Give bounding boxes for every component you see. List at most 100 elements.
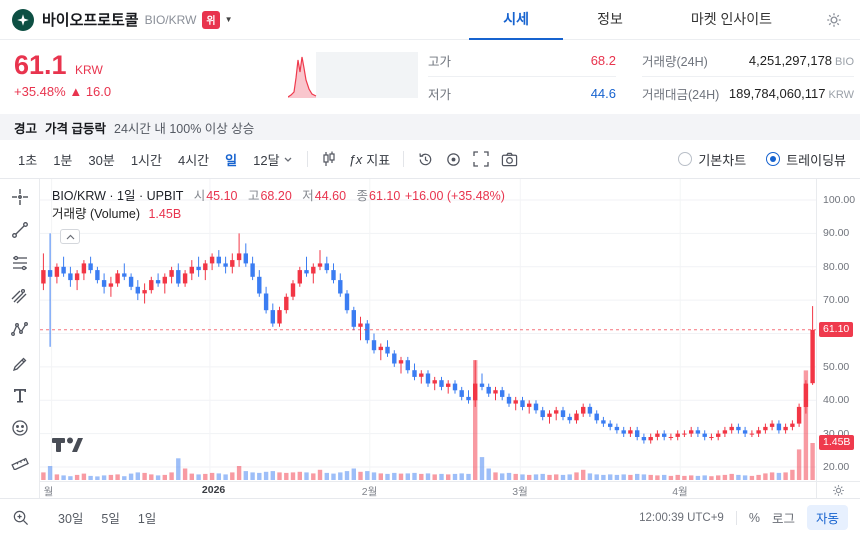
- main-tabs: 시세 정보 마켓 인사이트: [469, 0, 806, 40]
- current-volume-tag: 1.45B: [819, 435, 855, 450]
- interval-30m[interactable]: 30분: [88, 152, 115, 168]
- radio-basic-chart[interactable]: 기본차트: [678, 150, 746, 169]
- price-change: +35.48% ▲ 16.0: [14, 84, 112, 99]
- coin-title: 바이오프로토콜: [42, 12, 139, 29]
- tab-info[interactable]: 정보: [597, 10, 623, 27]
- interval-1h[interactable]: 1시간: [130, 152, 162, 168]
- trendline-icon[interactable]: [9, 220, 31, 240]
- radio-on-icon: [766, 152, 781, 166]
- x-axis-label: 4월: [672, 486, 688, 498]
- tab-price[interactable]: 시세: [469, 0, 564, 40]
- text-tool-icon[interactable]: [9, 385, 31, 405]
- indicator-button[interactable]: ƒx 지표: [348, 151, 391, 168]
- auto-scale-button[interactable]: 자동: [806, 505, 848, 530]
- price-axis[interactable]: 61.10 1.45B 100.0090.0080.0070.0060.0050…: [816, 179, 860, 481]
- y-axis-label: 40.00: [823, 394, 850, 407]
- amount-value: 189,784,060,117 KRW: [728, 85, 854, 101]
- coin-pair: BIO/KRW: [144, 12, 197, 27]
- crosshair-icon[interactable]: [9, 187, 31, 207]
- volume-legend: 거래량 (Volume) 1.45B: [52, 207, 182, 221]
- radio-tradingview[interactable]: 트레이딩뷰: [766, 150, 846, 169]
- percent-scale-button[interactable]: %: [748, 510, 760, 525]
- divider: [735, 510, 737, 525]
- pitchfork-icon[interactable]: [9, 286, 31, 306]
- legend-high: 68.20: [260, 189, 292, 203]
- emoji-icon[interactable]: [9, 418, 31, 438]
- warning-bar[interactable]: 경고 가격 급등락 24시간 내 100% 이상 상승: [0, 114, 860, 140]
- coin-logo-icon: [12, 8, 34, 31]
- measure-icon[interactable]: [9, 451, 31, 471]
- candle-style-icon[interactable]: [315, 146, 343, 172]
- legend-close: 61.10: [369, 189, 401, 203]
- interval-1d[interactable]: 일: [225, 152, 238, 168]
- brush-icon[interactable]: [9, 352, 31, 372]
- stat-high: 고가 68.2: [428, 45, 616, 77]
- market-stats: 고가 68.2 저가 44.6 거래량(24H) 4,251,297,178 BI…: [428, 45, 854, 109]
- drawing-toolbar: [0, 179, 40, 498]
- legend-low: 44.60: [314, 189, 347, 203]
- y-axis-label: 80.00: [823, 260, 850, 273]
- stat-low: 저가 44.6: [428, 85, 616, 102]
- time-reset-icon[interactable]: [411, 146, 439, 172]
- x-axis-label: 2월: [361, 486, 378, 498]
- x-axis-label: 3월: [512, 486, 528, 498]
- high-value: 68.2: [590, 53, 616, 68]
- price-currency: KRW: [75, 63, 103, 77]
- chart-legend: BIO/KRW · 1일 · UPBIT 시45.10 고68.20 저44.6…: [52, 189, 505, 203]
- low-value: 44.6: [590, 85, 616, 101]
- interval-4h[interactable]: 4시간: [177, 152, 210, 168]
- chart-area: BIO/KRW · 1일 · UPBIT 시45.10 고68.20 저44.6…: [0, 178, 860, 535]
- y-axis-label: 20.00: [823, 461, 850, 473]
- tradingview-logo-icon[interactable]: [52, 435, 84, 455]
- y-axis-label: 90.00: [823, 227, 850, 240]
- chart-footer: 30일 5일 1일 12:00:39 UTC+9 % 로그 자동: [0, 498, 860, 535]
- current-price-tag: 61.10: [819, 322, 854, 337]
- range-30d-button[interactable]: 30일: [58, 512, 84, 526]
- legend-change: +16.00 (+35.48%): [404, 189, 505, 203]
- clock[interactable]: 12:00:39 UTC+9: [639, 511, 724, 524]
- price-summary: 61.1 KRW +35.48% ▲ 16.0 고가 68.2 저가 44.6: [0, 40, 860, 114]
- interval-1s[interactable]: 1초: [18, 152, 38, 168]
- current-price: 61.1: [14, 50, 67, 80]
- warning-title: 가격 급등락: [45, 121, 106, 136]
- chart-toolbar: 1초 1분 30분 1시간 4시간 일 12달 ƒx 지표: [0, 140, 860, 178]
- y-axis-label: 100.00: [823, 194, 856, 206]
- range-5d-button[interactable]: 5일: [101, 512, 120, 526]
- volume-legend-value: 1.45B: [148, 207, 182, 221]
- collapse-pane-button[interactable]: [60, 229, 80, 244]
- candlestick-chart[interactable]: BIO/KRW · 1일 · UPBIT 시45.10 고68.20 저44.6…: [40, 179, 816, 481]
- interval-1m[interactable]: 1분: [53, 152, 73, 168]
- interval-12mo[interactable]: 12달: [245, 146, 299, 173]
- x-axis-label: 2026: [201, 484, 226, 496]
- tab-market-insight[interactable]: 마켓 인사이트: [690, 10, 772, 27]
- fullscreen-icon[interactable]: [467, 146, 495, 172]
- pattern-icon[interactable]: [9, 319, 31, 339]
- y-axis-label: 50.00: [823, 360, 850, 373]
- caution-badge: 위: [202, 10, 220, 29]
- warning-badge: 경고: [14, 121, 38, 136]
- log-scale-button[interactable]: 로그: [771, 512, 795, 526]
- divider: [403, 151, 405, 167]
- chart-canvas[interactable]: [40, 179, 816, 481]
- fx-icon: ƒx: [348, 151, 363, 167]
- camera-icon[interactable]: [495, 146, 523, 172]
- app-header: 바이오프로토콜 BIO/KRW 위 ▼ 시세 정보 마켓 인사이트: [0, 0, 860, 40]
- legend-symbol: BIO/KRW · 1일 · UPBIT: [52, 189, 184, 203]
- stat-volume: 거래량(24H) 4,251,297,178 BIO: [642, 45, 854, 77]
- fib-retracement-icon[interactable]: [9, 253, 31, 273]
- stat-amount: 거래대금(24H) 189,784,060,117 KRW: [642, 85, 854, 102]
- volume-value: 4,251,297,178 BIO: [748, 53, 854, 68]
- chevron-down-icon[interactable]: ▼: [224, 15, 233, 24]
- axis-gear-icon: [833, 484, 844, 496]
- settings-gear-icon[interactable]: [820, 7, 848, 33]
- y-axis-label: 70.00: [823, 294, 850, 307]
- time-axis[interactable]: 월 2026 2월 3월 4월: [40, 481, 816, 498]
- price-sparkline: [288, 52, 418, 98]
- axis-settings[interactable]: [816, 481, 860, 498]
- target-icon[interactable]: [439, 146, 467, 172]
- chart-type-radios: 기본차트 트레이딩뷰: [678, 150, 850, 169]
- radio-off-icon: [678, 152, 693, 166]
- legend-open: 45.10: [206, 189, 238, 203]
- range-1d-button[interactable]: 1일: [137, 512, 157, 526]
- zoom-icon[interactable]: [12, 509, 40, 526]
